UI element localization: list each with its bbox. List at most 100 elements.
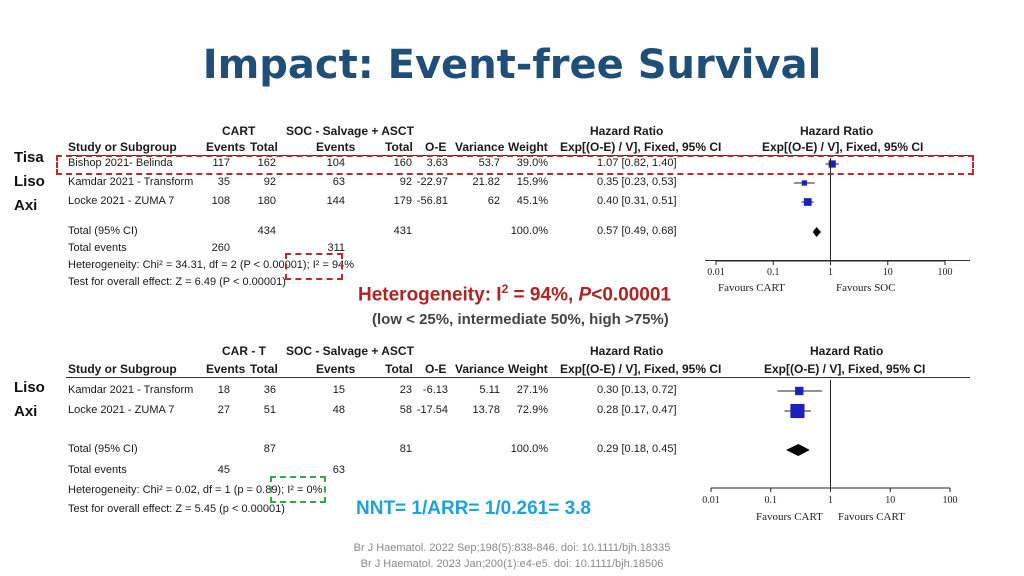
reference-2: Br J Haematol. 2023 Jan;200(1):e4-e5. do…: [360, 558, 664, 570]
col-total-2: Total: [385, 140, 413, 154]
total-2: 58: [399, 404, 412, 416]
col-study: Study or Subgroup: [68, 140, 177, 154]
events-2: 15: [332, 384, 345, 396]
i2-highlight-box: [285, 253, 343, 280]
total-1: 180: [257, 195, 276, 207]
hr-plot-header: Hazard Ratio: [800, 124, 874, 138]
o-minus-e: 3.63: [426, 157, 448, 169]
slide-title: Impact: Event-free Survival: [202, 42, 822, 88]
o-minus-e: -56.81: [416, 195, 448, 207]
drug-label: Axi: [14, 197, 38, 214]
study-name: Kamdar 2021 - Transform: [68, 384, 194, 396]
pooled-diamond: [786, 444, 810, 456]
variance: 5.11: [479, 384, 500, 396]
x-tick-label: 0.1: [767, 267, 780, 278]
pooled-diamond: [812, 227, 821, 237]
weight: 72.9%: [516, 404, 548, 416]
favours-left-label: Favours CART: [718, 282, 785, 294]
total-events-1: 260: [211, 242, 230, 254]
x-tick-label: 0.01: [702, 495, 720, 506]
col-total-1: Total: [250, 362, 278, 376]
heterogeneity-stat: Heterogeneity: Chi² = 34.31, df = 2 (P <…: [68, 259, 354, 271]
heterogeneity-p: P: [578, 284, 592, 306]
overall-effect: Test for overall effect: Z = 5.45 (p < 0…: [68, 503, 285, 515]
o-minus-e: -6.13: [422, 384, 448, 396]
total-2: 23: [399, 384, 412, 396]
study-name: Bishop 2021- Belinda: [68, 157, 173, 169]
x-tick-label: 100: [943, 495, 958, 506]
total-events-2: 63: [332, 464, 345, 476]
heterogeneity-text: Heterogeneity: I: [358, 284, 502, 306]
overall-effect: Test for overall effect: Z = 6.49 (P < 0…: [68, 276, 286, 288]
favours-left-label: Favours CART: [756, 511, 823, 523]
study-marker: [801, 180, 808, 186]
drug-label: Liso: [14, 379, 45, 396]
x-tick-label: 0.01: [707, 267, 725, 278]
col-study: Study or Subgroup: [68, 362, 177, 376]
study-marker: [828, 160, 836, 168]
col-weight: Weight: [508, 140, 548, 154]
x-tick-label: 10: [885, 495, 895, 506]
heterogeneity-annotation: Heterogeneity: I2 = 94%, P<0.00001: [358, 282, 671, 306]
weight: 27.1%: [516, 384, 548, 396]
study-name: Locke 2021 - ZUMA 7: [68, 404, 175, 416]
total-weight: 100.0%: [510, 443, 548, 455]
hr-ci: 0.30 [0.13, 0.72]: [597, 384, 677, 396]
col-variance: Variance: [455, 362, 505, 376]
events-2: 104: [326, 157, 345, 169]
total-n2: 81: [399, 443, 412, 455]
variance: 62: [487, 195, 500, 207]
events-2: 48: [332, 404, 345, 416]
total-1: 51: [263, 404, 276, 416]
study-name: Locke 2021 - ZUMA 7: [68, 195, 175, 207]
weight: 39.0%: [516, 157, 548, 169]
col-events-1: Events: [206, 140, 246, 154]
variance: 53.7: [478, 157, 500, 169]
weight: 45.1%: [516, 195, 548, 207]
hr-ci: 1.07 [0.82, 1.40]: [597, 157, 677, 169]
x-tick-label: 100: [938, 267, 953, 278]
heterogeneity-scale: (low < 25%, intermediate 50%, high >75%): [372, 311, 669, 328]
variance: 21.82: [472, 176, 500, 188]
total-label: Total (95% CI): [68, 443, 138, 455]
col-weight: Weight: [508, 362, 548, 376]
total-2: 92: [399, 176, 412, 188]
x-tick-label: 0.1: [765, 495, 778, 506]
total-2: 160: [393, 157, 412, 169]
weight: 15.9%: [516, 176, 548, 188]
group2-header: SOC - Salvage + ASCT: [286, 124, 414, 138]
variance: 13.78: [472, 404, 500, 416]
group1-header: CAR - T: [222, 344, 266, 358]
header-rule: [66, 377, 970, 378]
hr-ci: 0.40 [0.31, 0.51]: [597, 195, 677, 207]
col-events-1: Events: [206, 362, 246, 376]
group2-header: SOC - Salvage + ASCT: [286, 344, 414, 358]
col-ci-plot: Exp[(O-E) / V], Fixed, 95% CI: [762, 140, 924, 154]
study-marker: [790, 403, 805, 419]
i2-highlight-box-2: [270, 476, 326, 503]
events-1: 108: [211, 195, 230, 207]
col-events-2: Events: [316, 140, 356, 154]
col-total-2: Total: [385, 362, 413, 376]
heterogeneity-stat: Heterogeneity: Chi² = 0.02, df = 1 (p = …: [68, 484, 323, 496]
study-name: Kamdar 2021 - Transform: [68, 176, 194, 188]
events-2: 144: [326, 195, 345, 207]
total-label: Total (95% CI): [68, 225, 138, 237]
total-1: 162: [257, 157, 276, 169]
total-1: 92: [263, 176, 276, 188]
drug-label: Axi: [14, 403, 38, 420]
total-events-2: 311: [327, 242, 345, 254]
total-hr-ci: 0.57 [0.49, 0.68]: [597, 225, 677, 237]
col-variance: Variance: [455, 140, 505, 154]
total-events-label: Total events: [68, 242, 127, 254]
total-weight: 100.0%: [510, 225, 548, 237]
drug-label: Liso: [14, 173, 45, 190]
total-1: 36: [263, 384, 276, 396]
total-n2: 431: [393, 225, 412, 237]
drug-labels-top: Tisa Liso Axi: [14, 146, 45, 218]
reference-1: Br J Haematol. 2022 Sep;198(5):838-846. …: [353, 542, 671, 554]
total-2: 179: [393, 195, 412, 207]
col-ci-plot: Exp[(O-E) / V], Fixed, 95% CI: [764, 362, 926, 376]
events-1: 27: [217, 404, 230, 416]
